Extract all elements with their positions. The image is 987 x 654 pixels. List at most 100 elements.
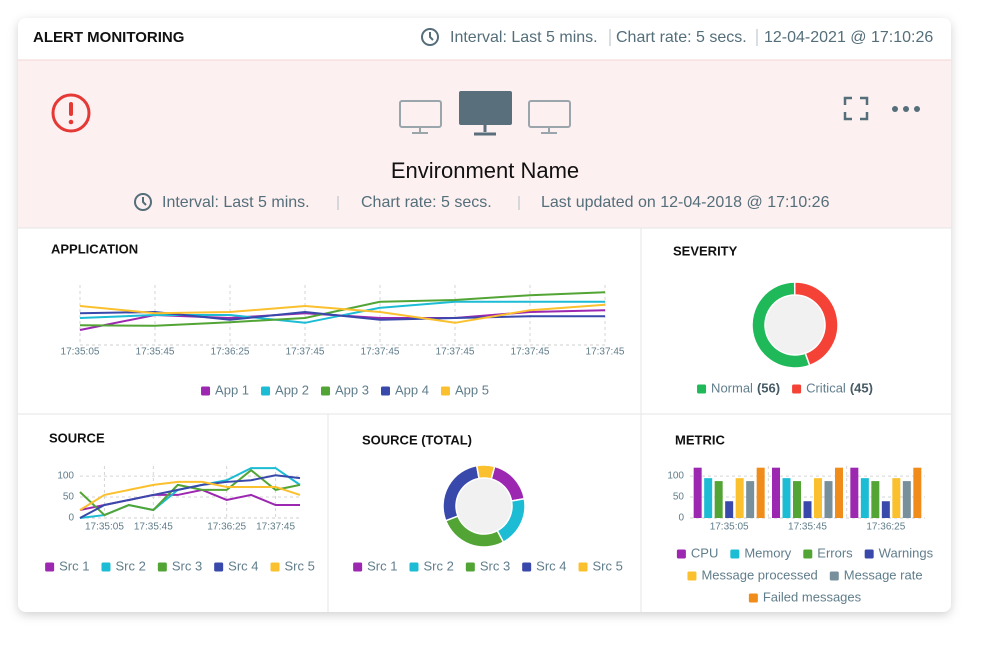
legend-label: Src 3 <box>480 558 510 573</box>
alert-icon <box>51 93 91 133</box>
donut-slice <box>793 281 839 367</box>
banner-interval: Interval: Last 5 mins. <box>162 194 310 211</box>
legend-label: CPU <box>691 545 718 560</box>
legend-label: Warnings <box>879 545 934 560</box>
bar <box>860 478 869 518</box>
more-icon[interactable] <box>892 106 920 112</box>
legend-swatch <box>45 562 55 572</box>
legend-swatch <box>214 562 224 572</box>
legend-swatch <box>261 386 271 396</box>
legend: CPU Memory Errors Warnings <box>676 545 934 560</box>
y-tick-label: 0 <box>678 513 684 524</box>
legend-swatch <box>748 593 758 603</box>
legend: Failed messages <box>748 589 862 604</box>
x-tick-label: 17:37:45 <box>286 347 325 358</box>
legend-label: App 1 <box>215 382 249 397</box>
legend-label: Critical <box>806 380 846 395</box>
legend-label: Message processed <box>701 567 817 582</box>
legend-swatch <box>730 549 740 559</box>
legend-swatch <box>803 549 813 559</box>
legend-label: Failed messages <box>763 589 862 604</box>
bar <box>693 467 702 518</box>
y-tick-label: 50 <box>63 492 75 503</box>
legend: Normal (56) Critical (45) <box>697 380 873 395</box>
legend-label: App 3 <box>335 382 369 397</box>
legend-swatch <box>380 386 390 396</box>
bar <box>803 501 812 518</box>
legend-swatch <box>440 386 450 396</box>
x-tick-label: 17:35:05 <box>61 347 100 358</box>
chart-title: SEVERITY <box>673 243 738 258</box>
legend-label: App 4 <box>395 382 429 397</box>
legend-swatch <box>578 562 588 572</box>
banner-chart-rate: Chart rate: 5 secs. <box>361 194 492 211</box>
line <box>79 480 301 511</box>
legend: Message processed Message rate <box>687 567 923 582</box>
chart-title: SOURCE (TOTAL) <box>362 432 472 447</box>
x-tick-label: 17:35:45 <box>788 522 827 533</box>
x-tick-label: 17:37:45 <box>586 347 625 358</box>
bar <box>892 478 901 518</box>
legend: App 1 App 2 App 3 App 4 App 5 <box>201 382 489 397</box>
y-tick-label: 100 <box>667 471 684 482</box>
header-title: ALERT MONITORING <box>33 29 184 46</box>
donut-center <box>765 295 825 355</box>
legend-label: Message rate <box>844 567 923 582</box>
bar <box>814 478 822 518</box>
x-tick-label: 17:37:45 <box>256 522 295 533</box>
legend-label: App 2 <box>275 382 309 397</box>
legend-label: App 5 <box>455 382 489 397</box>
y-tick-label: 0 <box>68 513 74 524</box>
legend-swatch <box>201 386 211 396</box>
donut-center <box>456 478 512 534</box>
legend-label: Src 4 <box>228 558 258 573</box>
chart-title: METRIC <box>675 432 725 447</box>
clock-icon <box>421 28 439 46</box>
legend-label: Normal <box>711 380 753 395</box>
x-tick-label: 17:35:45 <box>136 347 175 358</box>
x-tick-label: 17:36:25 <box>866 522 905 533</box>
bar <box>725 501 734 518</box>
legend: Src 1 Src 2 Src 3 Src 4 Src 5 <box>45 558 315 573</box>
y-tick-label: 50 <box>673 492 685 503</box>
bar <box>704 478 713 518</box>
legend-swatch <box>687 571 697 581</box>
bar <box>835 467 843 518</box>
bar <box>746 481 755 518</box>
y-tick-label: 100 <box>57 471 74 482</box>
legend-label: Src 5 <box>285 558 315 573</box>
x-tick-label: 17:37:45 <box>511 347 550 358</box>
bar <box>782 478 791 518</box>
x-tick-label: 17:36:25 <box>207 522 246 533</box>
legend-label: Src 5 <box>593 558 623 573</box>
x-tick-label: 17:37:45 <box>436 347 475 358</box>
legend-swatch <box>321 386 331 396</box>
bar <box>881 501 890 518</box>
legend-swatch <box>465 562 475 572</box>
x-tick-label: 17:35:05 <box>85 522 124 533</box>
clock-icon <box>134 193 152 211</box>
chart-title: SOURCE <box>49 430 105 445</box>
legend-label: Src 3 <box>172 558 202 573</box>
legend-swatch <box>792 384 802 394</box>
x-tick-label: 17:36:25 <box>211 347 250 358</box>
header-chart-rate: Chart rate: 5 secs. <box>616 29 747 46</box>
line <box>79 303 606 324</box>
bar <box>756 467 765 518</box>
bar <box>793 481 801 518</box>
donut-slice <box>475 464 496 480</box>
legend: Src 1 Src 2 Src 3 Src 4 Src 5 <box>353 558 623 573</box>
legend-label: Errors <box>817 545 853 560</box>
legend-label: Src 4 <box>536 558 566 573</box>
bar <box>913 467 922 518</box>
donut-slice <box>751 281 811 369</box>
header-timestamp: 12-04-2021 @ 17:10:26 <box>764 29 933 46</box>
bar <box>902 481 911 518</box>
legend-swatch <box>697 384 707 394</box>
expand-icon[interactable] <box>843 96 869 121</box>
legend-swatch <box>829 571 839 581</box>
legend-swatch <box>409 562 419 572</box>
legend-label: Src 1 <box>367 558 397 573</box>
